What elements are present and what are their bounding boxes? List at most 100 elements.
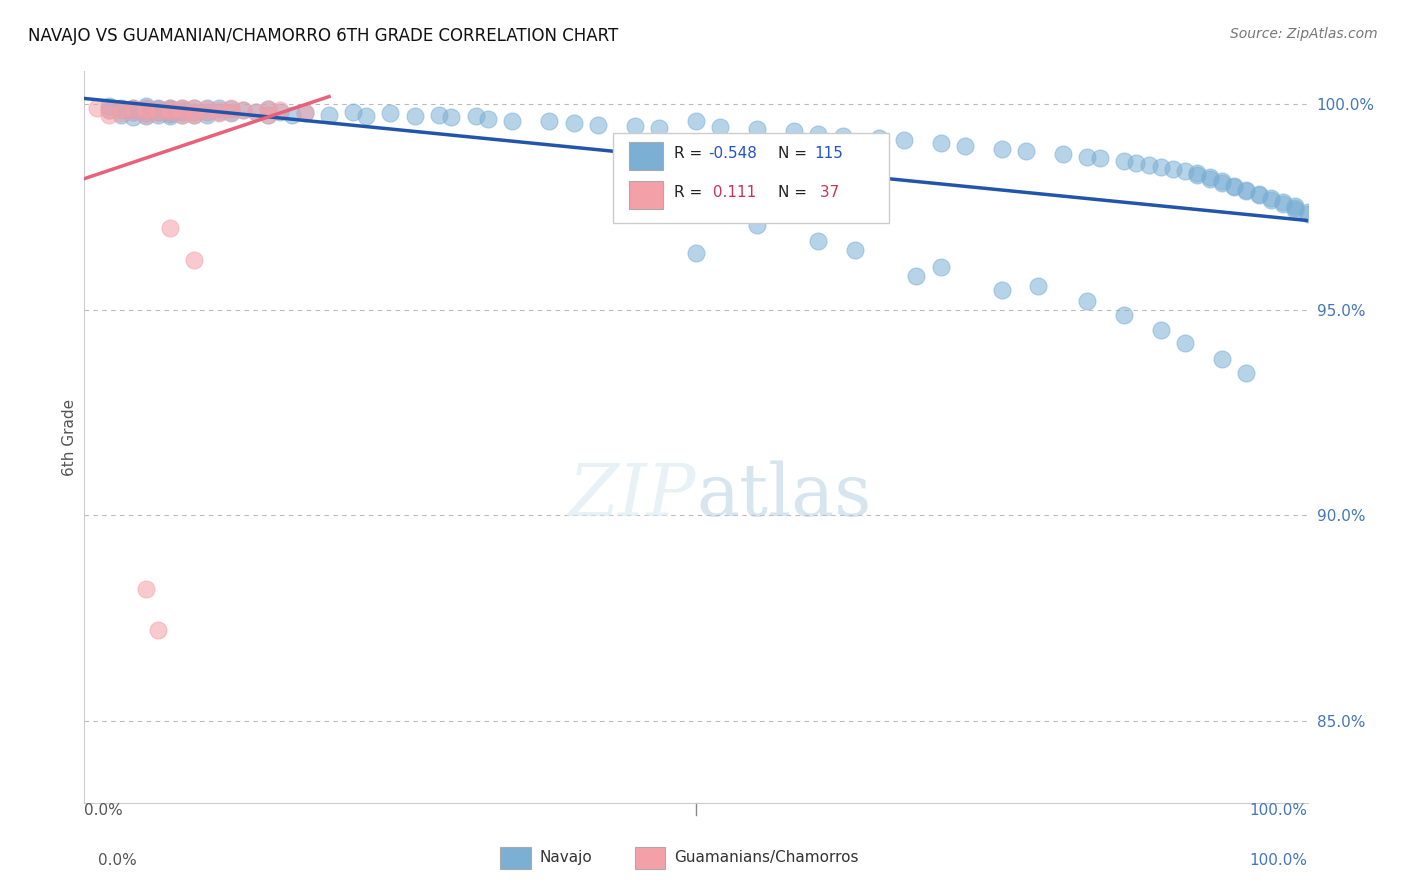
Point bbox=[1296, 205, 1319, 219]
Point bbox=[1247, 188, 1270, 202]
Point bbox=[464, 109, 486, 123]
Point bbox=[427, 107, 450, 121]
Point bbox=[135, 109, 157, 123]
Point bbox=[929, 136, 952, 151]
Point bbox=[1088, 152, 1111, 166]
Point bbox=[110, 102, 132, 116]
Point bbox=[208, 106, 231, 120]
Point bbox=[1296, 207, 1319, 221]
Point bbox=[807, 127, 830, 141]
Point bbox=[172, 105, 194, 120]
Point bbox=[440, 111, 463, 125]
Point bbox=[1211, 176, 1233, 190]
Point bbox=[159, 220, 181, 235]
Point bbox=[502, 113, 524, 128]
Point bbox=[1052, 147, 1074, 161]
Point bbox=[1236, 185, 1258, 199]
Point bbox=[991, 142, 1014, 156]
Point bbox=[477, 112, 499, 126]
Point bbox=[219, 106, 242, 120]
Point bbox=[1076, 294, 1098, 309]
Point bbox=[905, 268, 928, 283]
Point bbox=[110, 106, 132, 120]
Text: 37: 37 bbox=[814, 186, 839, 201]
Point bbox=[159, 103, 181, 118]
Point bbox=[294, 104, 316, 119]
Point bbox=[1125, 155, 1147, 169]
Point bbox=[159, 106, 181, 120]
Point bbox=[195, 105, 218, 120]
Text: 0.0%: 0.0% bbox=[98, 854, 138, 868]
Point bbox=[195, 107, 218, 121]
Point bbox=[269, 103, 291, 118]
Point bbox=[1223, 180, 1246, 194]
Point bbox=[208, 103, 231, 118]
Point bbox=[709, 120, 731, 134]
Point bbox=[1284, 199, 1306, 213]
Point bbox=[135, 106, 157, 120]
Point bbox=[159, 106, 181, 120]
Point bbox=[146, 106, 169, 120]
Bar bbox=[628, 143, 664, 170]
Point bbox=[146, 104, 169, 119]
Point bbox=[135, 582, 157, 596]
Point bbox=[1114, 153, 1136, 168]
Point bbox=[1174, 336, 1197, 351]
Point bbox=[1076, 150, 1098, 164]
Point bbox=[159, 102, 181, 116]
Point bbox=[232, 103, 254, 118]
Point bbox=[1187, 168, 1209, 182]
Text: N =: N = bbox=[778, 186, 811, 201]
Point bbox=[831, 129, 853, 144]
Point bbox=[172, 101, 194, 115]
Point bbox=[159, 101, 181, 115]
Point bbox=[195, 104, 218, 119]
Point bbox=[929, 260, 952, 274]
Point bbox=[172, 103, 194, 118]
Point bbox=[953, 139, 976, 153]
Point bbox=[380, 106, 402, 120]
Point bbox=[97, 99, 120, 113]
Point bbox=[172, 103, 194, 118]
Point bbox=[1236, 183, 1258, 197]
Y-axis label: 6th Grade: 6th Grade bbox=[62, 399, 77, 475]
Point bbox=[1272, 194, 1295, 209]
Point bbox=[257, 107, 280, 121]
Point bbox=[893, 133, 915, 147]
Point bbox=[135, 101, 157, 115]
Point bbox=[208, 101, 231, 115]
Point bbox=[135, 103, 157, 118]
Point bbox=[208, 104, 231, 119]
Point bbox=[183, 107, 205, 121]
Point bbox=[1236, 367, 1258, 381]
Point bbox=[807, 234, 830, 248]
Point bbox=[1211, 351, 1233, 366]
Point bbox=[135, 103, 157, 118]
Text: 0.0%: 0.0% bbox=[84, 803, 124, 818]
Text: -0.548: -0.548 bbox=[709, 145, 756, 161]
Point bbox=[257, 102, 280, 116]
Point bbox=[122, 101, 145, 115]
Point bbox=[122, 105, 145, 120]
Bar bbox=[501, 847, 531, 869]
Point bbox=[195, 102, 218, 116]
Text: Source: ZipAtlas.com: Source: ZipAtlas.com bbox=[1230, 27, 1378, 41]
Point bbox=[219, 102, 242, 116]
Point bbox=[97, 103, 120, 118]
Point bbox=[146, 101, 169, 115]
Point bbox=[342, 105, 364, 120]
Point bbox=[1137, 158, 1160, 172]
Point bbox=[97, 103, 120, 118]
Point bbox=[1150, 323, 1173, 337]
Point bbox=[135, 107, 157, 121]
Point bbox=[146, 102, 169, 116]
Point bbox=[685, 114, 707, 128]
Point bbox=[232, 103, 254, 118]
Point bbox=[110, 101, 132, 115]
Point bbox=[172, 107, 194, 121]
Point bbox=[97, 107, 120, 121]
Point bbox=[122, 102, 145, 116]
Point bbox=[281, 107, 304, 121]
Point bbox=[183, 101, 205, 115]
Point bbox=[869, 131, 891, 145]
